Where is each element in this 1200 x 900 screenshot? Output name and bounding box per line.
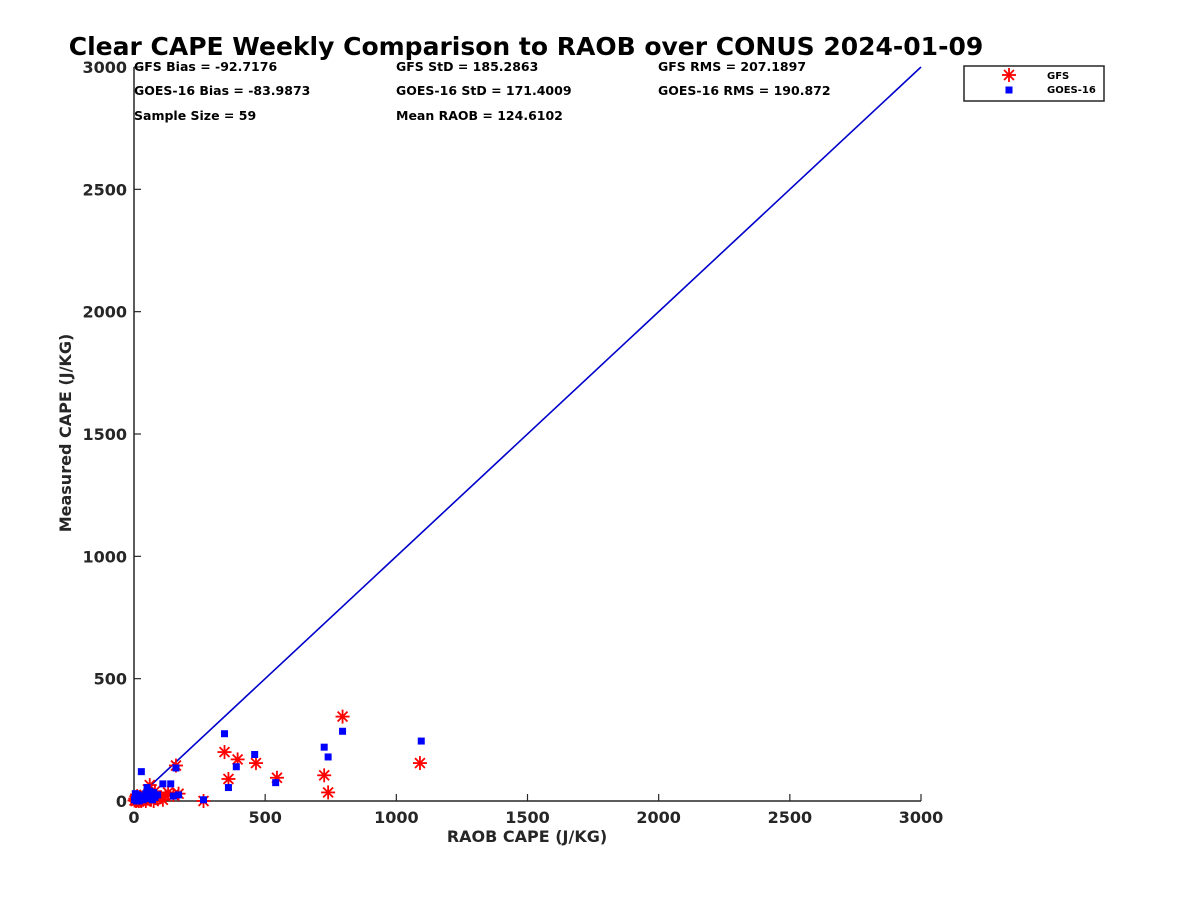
y-tick-label: 0 bbox=[116, 792, 127, 811]
legend-goes16-square-icon bbox=[1005, 86, 1013, 94]
goes16-point bbox=[175, 791, 183, 799]
gfs-point bbox=[217, 745, 232, 760]
chart-title: Clear CAPE Weekly Comparison to RAOB ove… bbox=[69, 32, 984, 61]
legend: GFS GOES-16 bbox=[963, 65, 1105, 102]
goes16-rms-stat: GOES-16 RMS = 190.872 bbox=[658, 83, 831, 98]
goes16-point bbox=[134, 791, 142, 799]
x-tick-label: 1500 bbox=[505, 808, 550, 827]
gfs-point bbox=[412, 756, 427, 771]
plot-area: 0 500 1000 1500 2000 2500 3000 0 500 1000 1500 200… bbox=[82, 58, 943, 827]
reference-line-group bbox=[133, 66, 922, 802]
y-tick-label: 500 bbox=[94, 670, 127, 689]
goes16-point bbox=[221, 730, 229, 738]
x-tick-label: 1000 bbox=[374, 808, 419, 827]
goes16-point bbox=[251, 751, 259, 759]
y-tick-label: 2500 bbox=[82, 180, 127, 199]
y-tick-label: 2000 bbox=[82, 303, 127, 322]
goes16-point bbox=[143, 784, 151, 792]
x-ticks: 0 500 1000 1500 2000 2500 3000 bbox=[128, 794, 943, 827]
goes16-point bbox=[417, 737, 425, 745]
x-tick-label: 2500 bbox=[768, 808, 813, 827]
stats-block: GFS Bias = -92.7176 GFS StD = 185.2863 G… bbox=[134, 59, 831, 123]
goes16-point bbox=[324, 753, 332, 761]
goes16-point bbox=[142, 790, 150, 798]
goes16-point bbox=[150, 788, 158, 796]
legend-goes16-label: GOES-16 bbox=[1047, 85, 1096, 96]
legend-gfs-asterisk-mark bbox=[1002, 68, 1016, 82]
y-tick-label: 1000 bbox=[82, 547, 127, 566]
one-to-one-line bbox=[133, 66, 922, 802]
y-tick-label: 3000 bbox=[82, 58, 127, 77]
y-ticks: 0 500 1000 1500 2000 2500 3000 bbox=[82, 58, 141, 811]
goes16-point bbox=[200, 796, 208, 804]
goes16-point bbox=[159, 780, 167, 788]
goes16-point bbox=[172, 764, 180, 772]
series-group bbox=[127, 709, 427, 808]
goes16-point bbox=[146, 787, 154, 795]
y-tick-label: 1500 bbox=[82, 425, 127, 444]
goes16-point bbox=[272, 779, 280, 787]
gfs-point bbox=[317, 768, 332, 783]
gfs-rms-stat: GFS RMS = 207.1897 bbox=[658, 59, 806, 74]
gfs-point bbox=[335, 709, 350, 724]
x-tick-label: 500 bbox=[248, 808, 281, 827]
goes16-point bbox=[232, 763, 240, 771]
legend-gfs-asterisk-icon bbox=[1002, 68, 1016, 82]
gfs-std-stat: GFS StD = 185.2863 bbox=[396, 59, 538, 74]
goes16-point bbox=[154, 791, 162, 799]
goes16-point bbox=[140, 793, 148, 801]
gfs-point bbox=[248, 756, 263, 771]
gfs-point bbox=[221, 771, 236, 786]
series-goes-16 bbox=[131, 727, 425, 805]
goes16-bias-stat: GOES-16 Bias = -83.9873 bbox=[134, 83, 310, 98]
mean-raob-stat: Mean RAOB = 124.6102 bbox=[396, 108, 563, 123]
x-tick-label: 2000 bbox=[636, 808, 681, 827]
y-axis-label: Measured CAPE (J/KG) bbox=[56, 334, 75, 533]
x-tick-label: 3000 bbox=[899, 808, 944, 827]
goes16-point bbox=[224, 784, 232, 792]
x-tick-label: 0 bbox=[128, 808, 139, 827]
legend-gfs-label: GFS bbox=[1047, 71, 1069, 82]
goes16-point bbox=[137, 768, 145, 776]
goes16-point bbox=[147, 792, 155, 800]
gfs-bias-stat: GFS Bias = -92.7176 bbox=[134, 59, 277, 74]
goes16-point bbox=[339, 727, 347, 735]
x-axis-label: RAOB CAPE (J/KG) bbox=[447, 827, 607, 846]
goes16-point bbox=[169, 792, 177, 800]
gfs-point bbox=[321, 785, 336, 800]
goes16-std-stat: GOES-16 StD = 171.4009 bbox=[396, 83, 572, 98]
legend-box bbox=[963, 65, 1105, 102]
goes16-point bbox=[320, 743, 328, 751]
goes16-point bbox=[167, 780, 175, 788]
sample-size-stat: Sample Size = 59 bbox=[134, 108, 256, 123]
